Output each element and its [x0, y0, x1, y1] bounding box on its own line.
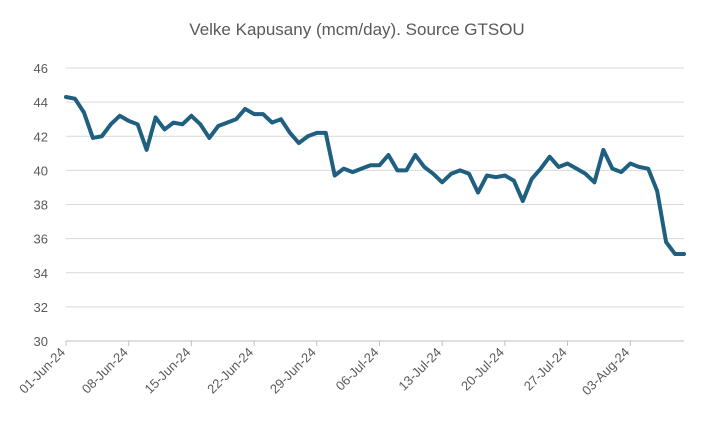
y-tick-label: 40 — [34, 163, 48, 178]
gridlines — [66, 67, 684, 308]
x-tick-label: 06-Jul-24 — [333, 345, 382, 394]
x-tick-label: 22-Jun-24 — [204, 345, 256, 397]
x-tick-label: 03-Aug-24 — [579, 345, 633, 399]
y-tick-label: 46 — [34, 61, 48, 76]
y-tick-label: 38 — [34, 198, 48, 213]
y-tick-label: 44 — [34, 95, 48, 110]
chart-title: Velke Kapusany (mcm/day). Source GTSOU — [189, 20, 524, 39]
x-tick-label: 01-Jun-24 — [16, 345, 68, 397]
y-tick-label: 32 — [34, 300, 48, 315]
x-tick-label: 29-Jun-24 — [267, 345, 319, 397]
x-axis-ticks: 01-Jun-24 08-Jun-24 15-Jun-24 22-Jun-24 29-J… — [16, 341, 632, 398]
x-tick-label: 13-Jul-24 — [395, 345, 444, 394]
y-tick-label: 34 — [34, 266, 48, 281]
y-tick-label: 42 — [34, 129, 48, 144]
y-axis-ticks: 30 32 34 36 38 40 42 44 46 — [34, 61, 48, 349]
series-line — [64, 95, 686, 256]
x-tick-label: 08-Jun-24 — [79, 345, 131, 397]
y-tick-label: 36 — [34, 232, 48, 247]
series-layer — [64, 95, 686, 256]
y-tick-label: 30 — [34, 334, 48, 349]
x-tick-label: 15-Jun-24 — [142, 345, 194, 397]
x-tick-label: 27-Jul-24 — [521, 345, 570, 394]
x-tick-label: 20-Jul-24 — [458, 345, 507, 394]
